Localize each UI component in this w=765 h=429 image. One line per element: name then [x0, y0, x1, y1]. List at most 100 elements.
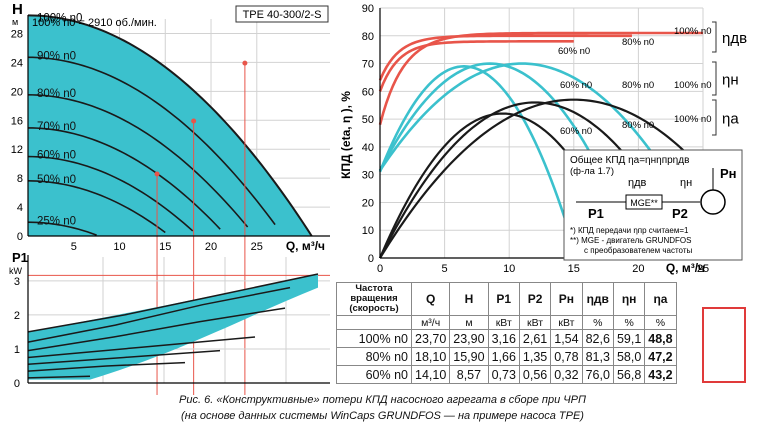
head-curve — [27, 127, 221, 230]
head-curve — [27, 14, 313, 237]
table-cell: 81,3 — [581, 347, 614, 366]
table-cell: 15,90 — [449, 347, 489, 366]
y-tick-label: 20 — [362, 197, 374, 209]
table-unit: м³/ч — [410, 315, 451, 330]
motor-eff-curve — [378, 31, 703, 126]
curve-label-100: 100% n0 — [674, 26, 712, 37]
group-label: ηн — [722, 72, 739, 89]
table-cell: 58,0 — [612, 347, 646, 366]
y-tick-label: 24 — [11, 57, 23, 69]
x-tick-label: 0 — [377, 263, 383, 275]
power-curve — [27, 336, 256, 359]
pump-label-box — [235, 5, 329, 23]
schema-formula-ref: (ф-ла 1.7) — [570, 166, 614, 177]
head-curve — [27, 155, 194, 232]
table-row-label: 100% n0 — [336, 329, 412, 348]
y-tick-label: 1 — [14, 344, 20, 356]
table-units-row: м³/ч м кВт кВт кВт % % % — [336, 315, 677, 330]
table-cell: 56,8 — [612, 365, 646, 384]
table-row: 100% n0 23,70 23,90 3,16 2,61 1,54 82,6 … — [336, 329, 677, 348]
y-tick-label: 4 — [17, 202, 23, 214]
pump-label: TPE 40-300/2-S — [243, 9, 322, 21]
schema-eta-n: ηн — [680, 177, 692, 189]
table-row-label: 80% n0 — [336, 347, 412, 366]
table-row: 80% n0 18,10 15,90 1,66 1,35 0,78 81,3 5… — [336, 347, 677, 366]
figure-caption-line2: (на основе данных системы WinCaps GRUNDF… — [181, 410, 584, 422]
y-tick-label: 20 — [11, 86, 23, 98]
x-tick-label: 15 — [159, 241, 171, 253]
group-bracket — [712, 21, 717, 53]
operating-point — [154, 171, 160, 177]
x-tick-label: 25 — [251, 241, 263, 253]
curve-label-60: 60% n0 — [560, 80, 592, 91]
table-unit: м — [449, 315, 489, 330]
group-label: ηдв — [722, 30, 747, 47]
y-tick-label: 0 — [14, 378, 20, 390]
schema-p2: P2 — [672, 206, 688, 221]
table-cell: 76,0 — [581, 365, 614, 384]
y-tick-label: 8 — [17, 173, 23, 185]
table-cell: 14,10 — [410, 365, 451, 384]
schema-mge: MGE** — [630, 198, 658, 208]
power-curve — [27, 286, 291, 343]
table-unit: % — [612, 315, 646, 330]
schema-pn: Pн — [720, 166, 737, 181]
table-cell: 0,32 — [550, 365, 583, 384]
table-header: Pн — [550, 282, 583, 316]
y-tick-label: 28 — [11, 28, 23, 40]
table-cell: 2,61 — [518, 329, 552, 348]
power-curve — [27, 307, 286, 352]
motor-eff-curve — [378, 40, 574, 92]
table-cell: 23,90 — [449, 329, 489, 348]
x-tick-label: 20 — [632, 263, 644, 275]
table-cell: 1,35 — [518, 347, 552, 366]
head-curve-label: 50% n0 — [37, 174, 76, 186]
table-cell: 59,1 — [612, 329, 646, 348]
head-y-axis-unit: м — [12, 17, 18, 27]
group-bracket — [712, 61, 717, 96]
schema-note3: с преобразователем частоты — [584, 246, 692, 255]
table-header: H — [449, 282, 489, 316]
head-curve-label: 100% n0 — [37, 12, 82, 24]
table-cell: 8,57 — [449, 365, 489, 384]
figure-caption-line1: Рис. 6. «Конструктивные» потери КПД насо… — [179, 394, 586, 406]
head-curve — [27, 180, 166, 234]
curve-label-100: 100% n0 — [674, 80, 712, 91]
operating-point — [242, 60, 248, 66]
table-header: ηдв — [581, 282, 614, 316]
table-cell: 0,73 — [487, 365, 520, 384]
table-unit: % — [644, 315, 677, 330]
table-cell: 0,78 — [550, 347, 583, 366]
schema-note1: *) КПД передачи ηпр считаем=1 — [570, 226, 689, 235]
table-header-speed: Частота вращения (скорость) — [336, 282, 412, 316]
eff-y-axis-label: КПД (eta, η ), % — [339, 91, 353, 179]
table-cell: 3,16 — [487, 329, 520, 348]
schema-p1: P1 — [588, 206, 604, 221]
table-cell-eta-a: 43,2 — [644, 365, 677, 384]
table-cell: 82,6 — [581, 329, 614, 348]
power-curve — [27, 375, 91, 379]
y-tick-label: 10 — [362, 225, 374, 237]
table-cell: 0,56 — [518, 365, 552, 384]
x-tick-label: 20 — [205, 241, 217, 253]
y-tick-label: 40 — [362, 142, 374, 154]
y-tick-label: 12 — [11, 144, 23, 156]
power-curve — [27, 349, 221, 366]
table-cell-eta-a: 48,8 — [644, 329, 677, 348]
table-row: 60% n0 14,10 8,57 0,73 0,56 0,32 76,0 56… — [336, 365, 677, 384]
curve-label-80: 80% n0 — [622, 120, 654, 131]
head-y-axis-label: H — [12, 1, 23, 18]
table-header: P1 — [487, 282, 520, 316]
table-header-row: Частота вращения (скорость) Q H P1 P2 Pн… — [336, 282, 677, 316]
table-row-label: 60% n0 — [336, 365, 412, 384]
head-curve-label: 90% n0 — [37, 50, 76, 62]
table-unit: % — [581, 315, 614, 330]
table-header: ηа — [644, 282, 677, 316]
y-tick-label: 2 — [14, 310, 20, 322]
table-unit — [336, 315, 412, 330]
eff-x-axis-label: Q, м³/ч — [666, 261, 705, 275]
curve-label-60: 60% n0 — [560, 126, 592, 137]
head-curve — [27, 94, 249, 228]
